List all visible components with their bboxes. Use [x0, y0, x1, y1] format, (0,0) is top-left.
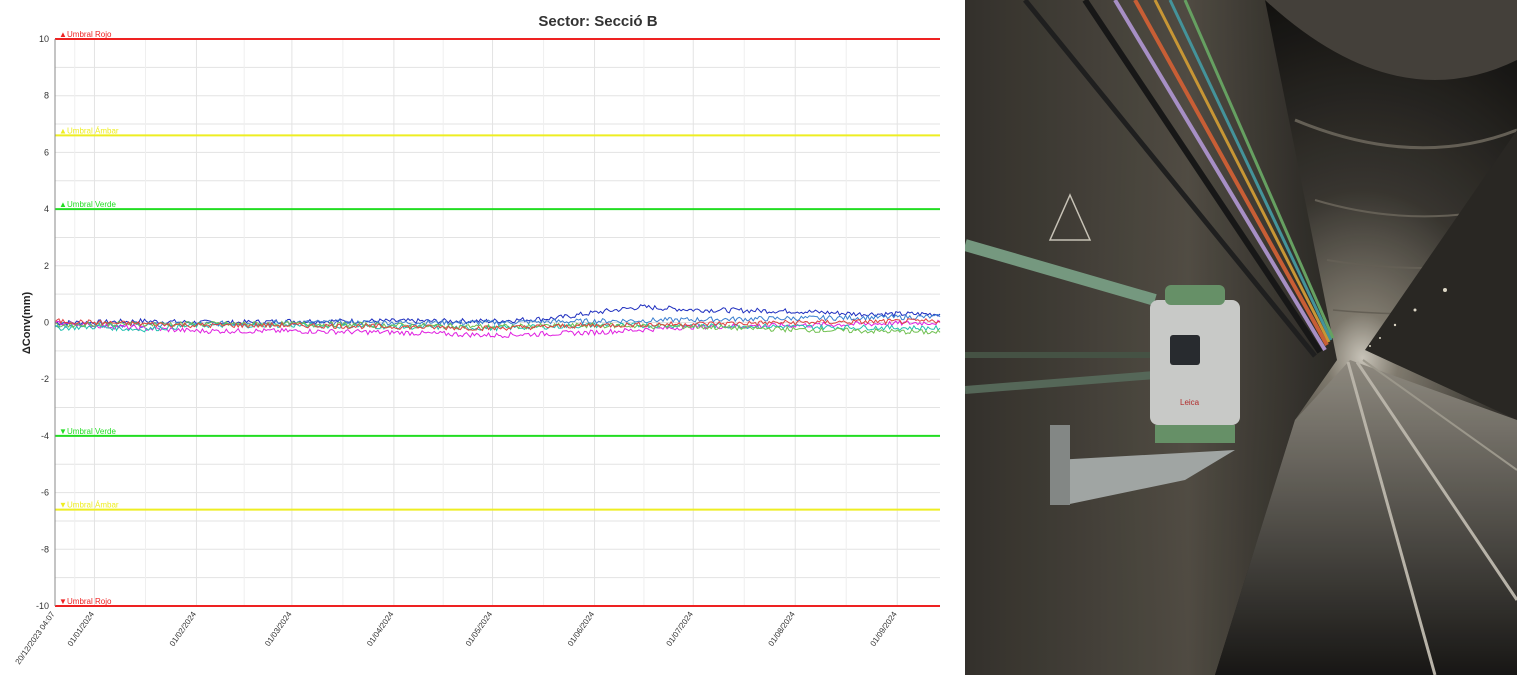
- y-tick-label: 8: [44, 91, 49, 101]
- x-tick-label: 01/02/2024: [168, 610, 199, 648]
- series-line-1: [54, 313, 941, 329]
- threshold-label: Umbral Rojo: [67, 30, 112, 39]
- threshold-marker: ▼: [59, 427, 67, 436]
- y-axis-title: ΔConv(mm): [21, 292, 33, 355]
- data-series: [54, 304, 941, 339]
- threshold-marker: ▼: [59, 501, 67, 510]
- x-tick-label: 01/04/2024: [365, 610, 396, 648]
- x-tick-label: 20/12/2023 04:07: [14, 610, 57, 667]
- x-tick-label: 01/03/2024: [263, 610, 294, 648]
- x-tick-label: 01/07/2024: [665, 610, 696, 648]
- grid: [54, 38, 940, 607]
- svg-text:Leica: Leica: [1180, 398, 1200, 407]
- x-tick-label: 01/01/2024: [66, 610, 97, 648]
- x-tick-label: 01/05/2024: [464, 610, 495, 648]
- threshold-label: Umbral Ámbar: [67, 501, 119, 510]
- threshold-label: Umbral Rojo: [67, 597, 112, 606]
- threshold-lines: ▲ Umbral Rojo▲ Umbral Ámbar▲ Umbral Verde▼ U…: [55, 30, 940, 607]
- tunnel-photo: Leica: [965, 0, 1517, 675]
- x-tick-label: 01/09/2024: [869, 610, 900, 648]
- y-tick-label: 2: [44, 261, 49, 271]
- threshold-marker: ▲: [59, 200, 67, 209]
- y-tick-label: -2: [41, 374, 49, 384]
- y-tick-label: -10: [36, 601, 49, 611]
- y-tick-label: 10: [39, 34, 49, 44]
- y-tick-label: -6: [41, 488, 49, 498]
- series-line-5: [54, 318, 941, 332]
- y-tick-label: 0: [44, 318, 49, 328]
- y-tick-label: -4: [41, 431, 49, 441]
- threshold-marker: ▲: [59, 126, 67, 135]
- chart-title: Sector: Secció B: [538, 13, 657, 30]
- tunnel-photo-image: Leica: [965, 0, 1517, 675]
- convergence-chart: ▲ Umbral Rojo▲ Umbral Ámbar▲ Umbral Verde▼ U…: [14, 13, 941, 666]
- y-tick-label: 6: [44, 147, 49, 157]
- y-tick-label: -8: [41, 544, 49, 554]
- y-tick-label: 4: [44, 204, 49, 214]
- chart-panel: ▲ Umbral Rojo ▲ Umbral Ámbar ▲ Umbral Verde ▼ U…: [13, 13, 941, 667]
- threshold-label: Umbral Verde: [67, 200, 116, 209]
- x-tick-label: 01/08/2024: [767, 610, 798, 648]
- threshold-marker: ▲: [59, 30, 67, 39]
- x-tick-label: 01/06/2024: [566, 610, 597, 648]
- series-line-2: [54, 319, 941, 339]
- threshold-marker: ▼: [59, 597, 67, 606]
- threshold-label: Umbral Ámbar: [67, 126, 119, 135]
- threshold-label: Umbral Verde: [67, 427, 116, 436]
